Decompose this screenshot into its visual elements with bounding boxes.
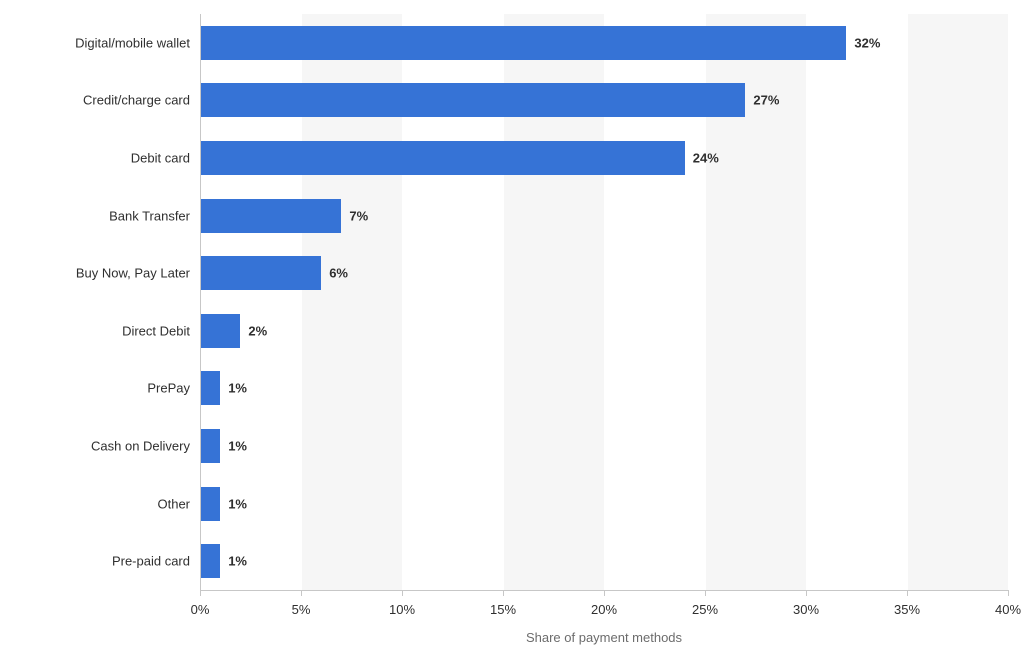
bar: 1% xyxy=(201,487,220,521)
bar-value-label: 24% xyxy=(685,151,719,166)
y-axis-category-label: Digital/mobile wallet xyxy=(75,35,200,50)
bar: 1% xyxy=(201,429,220,463)
bar-value-label: 2% xyxy=(240,323,267,338)
x-axis-tick-label: 35% xyxy=(894,602,920,617)
x-axis-tick xyxy=(301,590,302,596)
grid-band xyxy=(907,14,1008,590)
grid-band xyxy=(806,14,907,590)
bar-value-label: 6% xyxy=(321,266,348,281)
bar: 1% xyxy=(201,371,220,405)
bar-value-label: 27% xyxy=(745,93,779,108)
y-axis-category-label: Buy Now, Pay Later xyxy=(76,266,200,281)
x-axis-tick-label: 15% xyxy=(490,602,516,617)
plot-area: Digital/mobile wallet32%Credit/charge ca… xyxy=(200,14,1008,590)
x-axis-tick xyxy=(806,590,807,596)
x-axis-title: Share of payment methods xyxy=(526,630,682,645)
y-axis-line xyxy=(200,14,201,590)
y-axis-category-label: Bank Transfer xyxy=(109,208,200,223)
x-axis-tick-label: 25% xyxy=(692,602,718,617)
x-axis-tick xyxy=(503,590,504,596)
y-axis-category-label: Other xyxy=(157,496,200,511)
x-axis-tick xyxy=(604,590,605,596)
bar-value-label: 1% xyxy=(220,439,247,454)
bar: 1% xyxy=(201,544,220,578)
bar: 7% xyxy=(201,199,341,233)
y-axis-category-label: Pre-paid card xyxy=(112,554,200,569)
x-axis-tick xyxy=(907,590,908,596)
grid-line xyxy=(806,14,807,590)
bar: 32% xyxy=(201,26,846,60)
y-axis-category-label: Cash on Delivery xyxy=(91,439,200,454)
grid-line xyxy=(907,14,908,590)
x-axis-tick-label: 20% xyxy=(591,602,617,617)
x-axis-tick xyxy=(200,590,201,596)
x-axis-tick-label: 10% xyxy=(389,602,415,617)
x-axis-tick-label: 40% xyxy=(995,602,1021,617)
payment-methods-bar-chart: Digital/mobile wallet32%Credit/charge ca… xyxy=(0,0,1024,666)
y-axis-category-label: Debit card xyxy=(131,151,200,166)
bar-value-label: 7% xyxy=(341,208,368,223)
bar: 24% xyxy=(201,141,685,175)
bar: 27% xyxy=(201,83,745,117)
x-axis-tick-label: 30% xyxy=(793,602,819,617)
y-axis-category-label: Direct Debit xyxy=(122,323,200,338)
x-axis-tick xyxy=(705,590,706,596)
x-axis-tick xyxy=(402,590,403,596)
y-axis-category-label: PrePay xyxy=(147,381,200,396)
bar: 6% xyxy=(201,256,321,290)
bar-value-label: 32% xyxy=(846,35,880,50)
bar-value-label: 1% xyxy=(220,381,247,396)
grid-line xyxy=(1008,14,1009,590)
x-axis-tick xyxy=(1008,590,1009,596)
y-axis-category-label: Credit/charge card xyxy=(83,93,200,108)
x-axis-tick-label: 5% xyxy=(292,602,311,617)
bar-value-label: 1% xyxy=(220,554,247,569)
bar-value-label: 1% xyxy=(220,496,247,511)
bar: 2% xyxy=(201,314,240,348)
x-axis-tick-label: 0% xyxy=(191,602,210,617)
